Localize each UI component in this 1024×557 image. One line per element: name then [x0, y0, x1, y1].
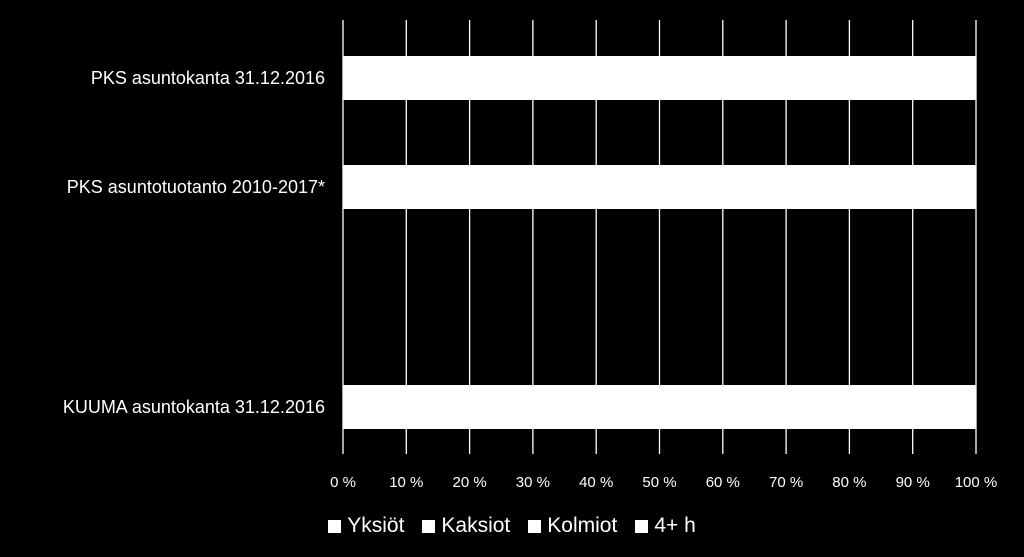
legend-item-yksiot: Yksiöt — [328, 514, 404, 538]
category-label: PKS asuntokanta 31.12.2016 — [91, 68, 325, 88]
legend-swatch — [328, 519, 342, 533]
legend-label: Yksiöt — [347, 514, 405, 537]
x-tick-label: 30 % — [516, 474, 550, 491]
legend-item-4h: 4+ h — [635, 514, 696, 538]
legend: Yksiöt Kaksiot Kolmiot 4+ h — [0, 511, 1024, 541]
x-tick-label: 100 % — [955, 474, 998, 491]
legend-item-kaksiot: Kaksiot — [422, 514, 510, 538]
x-tick-label: 50 % — [642, 474, 676, 491]
x-tick-labels: 0 % 10 % 20 % 30 % 40 % 50 % 60 % 70 % 80 % 90 % 1… — [330, 474, 997, 491]
legend-swatch — [422, 519, 436, 533]
x-tick-label: 0 % — [330, 474, 356, 491]
category-label: PKS asuntotuotanto 2010-2017* — [67, 177, 325, 197]
x-tick-label: 60 % — [706, 474, 740, 491]
bar — [343, 385, 976, 429]
x-tick-label: 10 % — [389, 474, 423, 491]
bars — [343, 56, 976, 429]
x-tick-label: 70 % — [769, 474, 803, 491]
legend-label: Kaksiot — [441, 514, 511, 537]
bar — [343, 56, 976, 100]
x-tick-label: 40 % — [579, 474, 613, 491]
legend-item-kolmiot: Kolmiot — [528, 514, 617, 538]
bar — [343, 165, 976, 209]
legend-label: 4+ h — [654, 514, 696, 537]
legend-label: Kolmiot — [547, 514, 618, 537]
x-tick-label: 80 % — [832, 474, 866, 491]
x-tick-label: 90 % — [896, 474, 930, 491]
legend-swatch — [635, 519, 649, 533]
x-tick-label: 20 % — [452, 474, 486, 491]
category-label: KUUMA asuntokanta 31.12.2016 — [63, 397, 325, 417]
category-labels: PKS asuntokanta 31.12.2016 PKS asuntotuot… — [63, 68, 325, 417]
legend-swatch — [528, 519, 542, 533]
